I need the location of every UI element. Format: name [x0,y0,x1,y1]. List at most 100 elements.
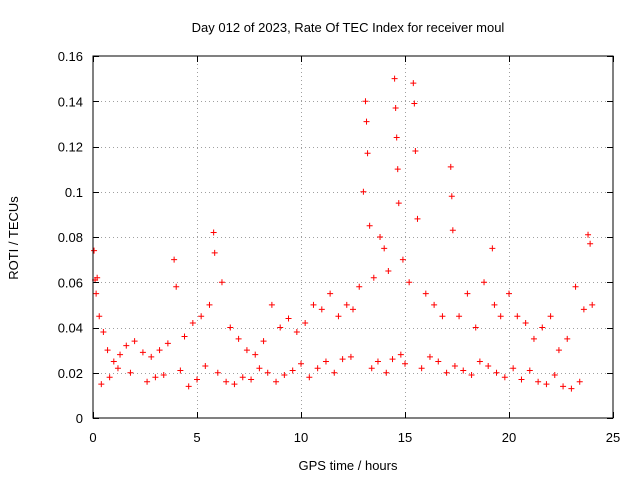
data-point [555,347,562,354]
data-point [522,319,529,326]
data-point [252,351,259,358]
data-point [530,335,537,342]
data-point [211,249,218,256]
data-point [202,362,209,369]
data-point [260,338,267,345]
y-tick-label: 0.14 [58,94,83,109]
data-point [227,324,234,331]
data-point [539,324,546,331]
data-point [535,378,542,385]
data-point [185,383,192,390]
data-point [104,347,111,354]
data-point [152,374,159,381]
data-point [472,324,479,331]
data-point [360,188,367,195]
data-point [418,365,425,372]
data-point [448,193,455,200]
data-point [347,353,354,360]
data-point [468,372,475,379]
data-point [356,283,363,290]
data-point [148,353,155,360]
data-point [231,381,238,388]
y-tick-label: 0.1 [65,185,83,200]
data-point [110,358,117,365]
data-point [543,381,550,388]
data-point [526,367,533,374]
data-point [331,369,338,376]
data-point [501,374,508,381]
data-point [117,351,124,358]
data-point [160,372,167,379]
data-point [198,313,205,320]
data-point [411,100,418,107]
data-point [406,279,413,286]
data-point [491,301,498,308]
data-point [481,279,488,286]
data-point [177,367,184,374]
data-point [381,245,388,252]
data-point [100,329,107,336]
data-point [189,319,196,326]
data-point [173,283,180,290]
data-point [218,279,225,286]
data-point [339,356,346,363]
data-point [422,290,429,297]
data-point [449,227,456,234]
data-point [443,369,450,376]
data-point [350,306,356,313]
data-point [410,80,417,87]
data-point [277,324,284,331]
data-point [363,118,370,125]
data-point [281,372,288,379]
data-point [239,374,246,381]
data-point [587,240,594,247]
data-point [451,362,458,369]
data-point [393,134,400,141]
data-point [98,381,105,388]
data-point [391,75,398,82]
data-point [377,234,384,240]
data-point [302,319,309,326]
y-tick-label: 0.16 [58,49,83,64]
data-point [460,367,467,374]
data-point [310,301,317,308]
x-axis-label: GPS time / hours [299,458,398,473]
data-point [560,383,567,390]
data-point [273,378,280,385]
data-point [368,365,375,372]
data-point [223,378,230,385]
data-point [510,365,517,372]
grid [93,56,613,418]
y-tick-label: 0.12 [58,140,83,155]
y-tick-label: 0.04 [58,321,83,336]
y-tick-label: 0.02 [58,366,83,381]
y-axis-label: ROTI / TECUs [6,196,21,280]
x-tick-labels: 0 5 10 15 20 25 [89,430,620,445]
y-tick-label: 0 [76,411,83,426]
data-point [264,369,271,376]
data-point [493,369,500,376]
data-point [392,105,399,112]
data-point [106,374,113,381]
data-point [156,347,163,354]
data-point [435,358,442,365]
data-point [547,313,554,320]
x-tick-label: 5 [193,430,200,445]
data-point [131,338,138,345]
data-point [366,222,373,229]
data-point [370,274,377,281]
x-tick-label: 20 [502,430,516,445]
data-point [518,376,525,383]
data-point [235,335,242,342]
data-point [426,353,433,360]
data-point [343,301,350,308]
data-point [585,231,592,238]
data-point [580,306,587,313]
data-point [447,163,454,170]
data-point [293,329,300,336]
data-point [476,358,483,365]
data-point [298,360,304,367]
data-point [514,313,521,320]
x-tick-label: 25 [606,430,620,445]
